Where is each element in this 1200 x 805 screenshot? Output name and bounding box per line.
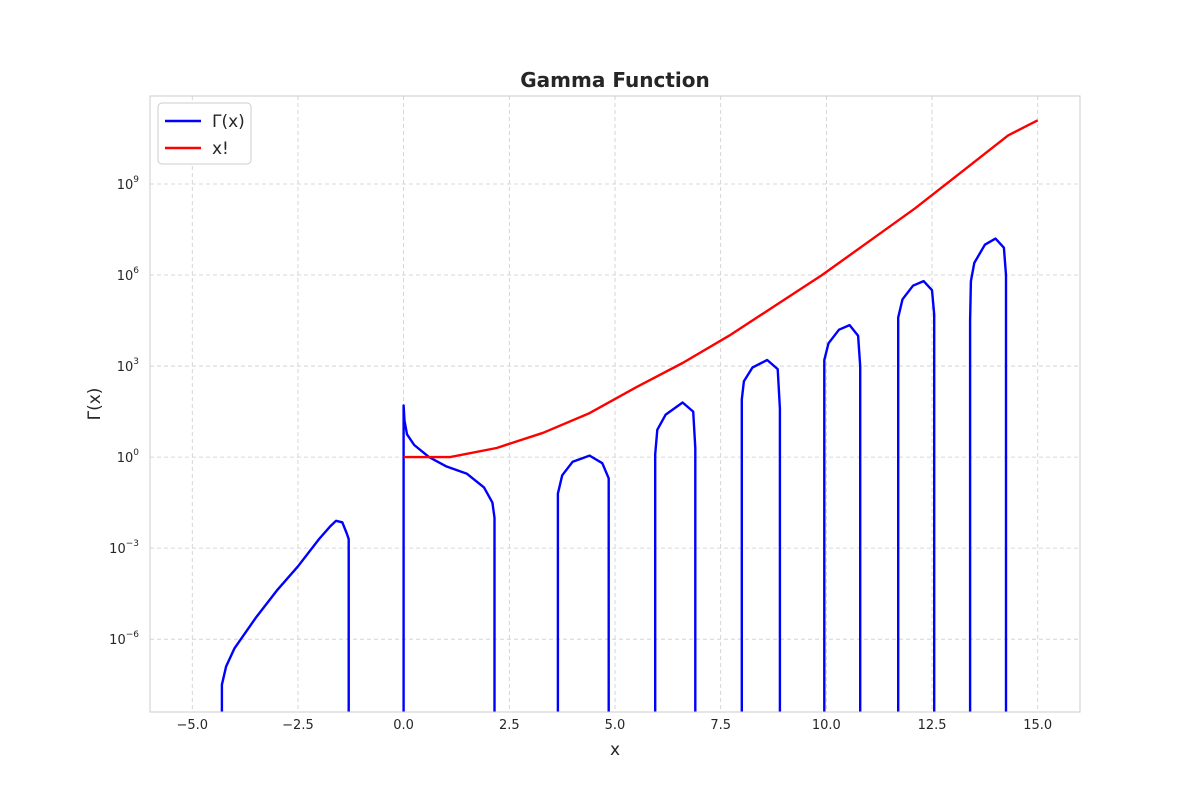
legend-label-factorial: x! [212, 139, 229, 159]
x-tick-label: 15.0 [1023, 718, 1052, 733]
gamma-curve-segment [968, 237, 1008, 712]
legend: Γ(x) x! [157, 102, 252, 165]
gamma-curve-segment [897, 279, 936, 712]
factorial-line [403, 119, 1039, 459]
x-tick-label: 0.0 [393, 718, 414, 733]
series-group [220, 119, 1039, 712]
x-tick-label: 7.5 [710, 718, 731, 733]
chart-title: Gamma Function [520, 68, 709, 92]
y-tick-label: 106 [117, 266, 140, 284]
y-tick-label: 103 [117, 357, 139, 375]
x-tick-label: 5.0 [605, 718, 626, 733]
x-tick-label: 12.5 [918, 718, 947, 733]
y-tick-label: 100 [117, 448, 140, 466]
x-tick-label: 2.5 [499, 718, 520, 733]
x-axis-label: x [610, 740, 620, 760]
x-tick-labels: −5.0 −2.5 0.0 2.5 5.0 7.5 10.0 12.5 15.0 [176, 718, 1052, 733]
x-tick-label: −5.0 [176, 718, 208, 733]
gamma-curve-segment [220, 519, 350, 712]
gamma-curve-segment [654, 401, 697, 712]
grid [150, 96, 1080, 712]
gamma-curve-segment [556, 454, 610, 712]
gamma-curve-segment [823, 323, 862, 712]
y-axis-label: Γ(x) [85, 388, 105, 421]
y-tick-label: 10−6 [109, 630, 139, 648]
plot-frame [149, 95, 1081, 713]
legend-label-gamma: Γ(x) [212, 112, 245, 132]
y-tick-labels: 10−6 10−3 100 103 106 109 [109, 175, 139, 648]
y-tick-label: 109 [117, 175, 140, 193]
gamma-curve-segment [402, 404, 496, 712]
y-tick-label: 10−3 [109, 539, 139, 557]
x-tick-label: 10.0 [812, 718, 841, 733]
gamma-curve-segment [740, 358, 782, 712]
x-tick-label: −2.5 [282, 718, 314, 733]
